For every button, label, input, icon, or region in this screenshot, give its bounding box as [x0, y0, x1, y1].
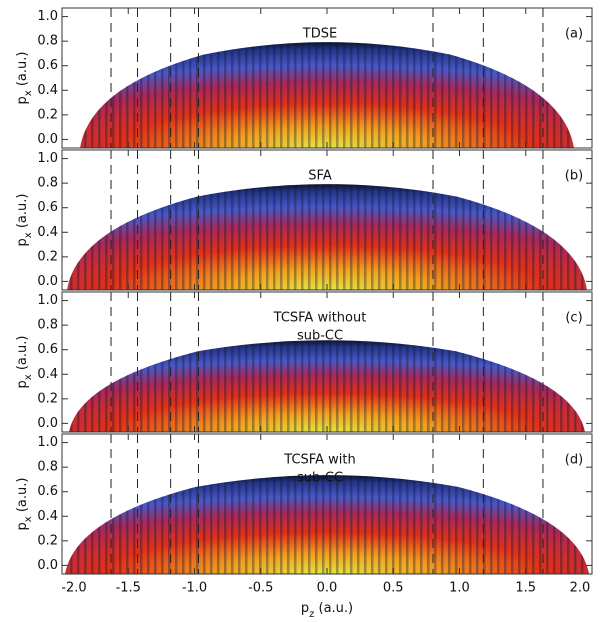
y-tick-label: 0.4: [37, 83, 58, 98]
x-tick-label: 2.0: [570, 581, 591, 596]
y-tick-label: 0.4: [37, 225, 58, 240]
x-tick-label: 0.5: [383, 581, 404, 596]
y-tick-label: 0.8: [37, 460, 58, 475]
x-tick-label: 0.0: [317, 581, 338, 596]
y-tick-label: 0.6: [37, 200, 58, 215]
y-tick-label: 0.0: [37, 416, 58, 431]
y-tick-label: 0.0: [37, 132, 58, 147]
y-tick-label: 1.0: [37, 293, 58, 308]
y-tick-label: 0.0: [37, 274, 58, 289]
y-tick-label: 1.0: [37, 435, 58, 450]
heat-fringes: [80, 42, 574, 148]
panel-title: TDSE: [302, 27, 337, 42]
y-axis-label: px (a.u.): [15, 478, 34, 531]
y-tick-label: 0.8: [37, 34, 58, 49]
panel-title: TCSFA without: [273, 311, 367, 326]
x-axis-label-part: (a.u.): [314, 601, 353, 616]
y-axis-label: px (a.u.): [15, 52, 34, 105]
y-tick-label: 1.0: [37, 151, 58, 166]
y-axis-label-part: p: [15, 380, 30, 388]
panel-tag: (a): [565, 27, 583, 42]
y-axis-label-part: p: [15, 238, 30, 246]
y-tick-label: 0.8: [37, 176, 58, 191]
panel-tag: (d): [565, 453, 583, 468]
y-axis-label-part: x: [23, 374, 34, 380]
x-tick-label: -1.0: [182, 581, 207, 596]
y-tick-label: 0.2: [37, 249, 58, 264]
y-axis-label-part: x: [23, 516, 34, 522]
y-tick-label: 1.0: [37, 9, 58, 24]
x-axis-label-part: z: [309, 609, 314, 620]
x-tick-label: 1.5: [515, 581, 536, 596]
y-axis-label-part: x: [23, 232, 34, 238]
y-tick-label: 0.6: [37, 342, 58, 357]
y-tick-label: 0.4: [37, 509, 58, 524]
y-axis-label-part: p: [15, 96, 30, 104]
heat-fringes: [65, 475, 589, 574]
y-tick-label: 0.2: [37, 533, 58, 548]
x-axis-label-part: p: [301, 601, 309, 616]
x-tick-label: 1.0: [449, 581, 470, 596]
y-tick-label: 0.6: [37, 484, 58, 499]
heat-fringes: [69, 340, 585, 432]
x-tick-label: -0.5: [248, 581, 273, 596]
panel-title: sub-CC: [297, 471, 343, 486]
y-tick-label: 0.6: [37, 58, 58, 73]
y-axis-label-part: x: [23, 90, 34, 96]
y-axis-label: px (a.u.): [15, 336, 34, 389]
y-axis-label: px (a.u.): [15, 194, 34, 247]
y-axis-label-part: p: [15, 522, 30, 530]
panel-tag: (c): [565, 311, 582, 326]
x-tick-label: -2.0: [61, 581, 86, 596]
x-axis-label: pz (a.u.): [301, 601, 353, 620]
y-axis-label-part: (a.u.): [15, 336, 30, 375]
y-tick-label: 0.2: [37, 107, 58, 122]
y-tick-label: 0.0: [37, 558, 58, 573]
x-tick-label: -1.5: [116, 581, 141, 596]
y-axis-label-part: (a.u.): [15, 194, 30, 233]
y-tick-label: 0.4: [37, 367, 58, 382]
panel-title: TCSFA with: [283, 453, 355, 468]
panel-tag: (b): [565, 169, 583, 184]
heat-fringes: [67, 184, 587, 290]
y-axis-label-part: (a.u.): [15, 478, 30, 517]
y-tick-label: 0.2: [37, 391, 58, 406]
panel-title: sub-CC: [297, 329, 343, 344]
panel-title: SFA: [308, 169, 332, 184]
y-tick-label: 0.8: [37, 318, 58, 333]
y-axis-label-part: (a.u.): [15, 52, 30, 91]
